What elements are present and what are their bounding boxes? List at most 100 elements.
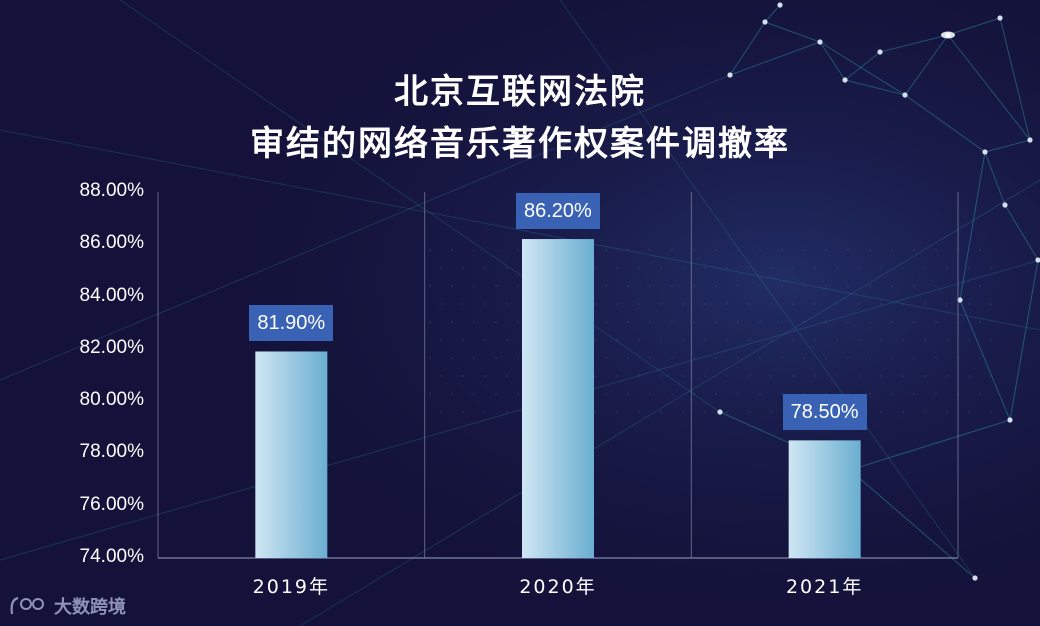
bg-dot	[451, 357, 453, 359]
bg-dot	[594, 411, 596, 413]
x-tick-label: 2019年	[252, 576, 330, 598]
bg-dot	[704, 303, 706, 305]
bg-dot	[990, 375, 992, 377]
bg-dot	[671, 357, 673, 359]
bg-dot	[693, 285, 695, 287]
bg-dot	[968, 411, 970, 413]
bg-dot	[495, 285, 497, 287]
bg-dot	[979, 393, 981, 395]
bg-dot	[594, 303, 596, 305]
network-node	[717, 409, 723, 415]
bg-dot	[869, 321, 871, 323]
bg-dot	[759, 393, 761, 395]
network-node	[1035, 257, 1040, 263]
bg-dot	[858, 375, 860, 377]
network-link	[729, 21, 766, 76]
bg-dot	[781, 285, 783, 287]
bg-dot	[803, 249, 805, 251]
bg-dot	[770, 339, 772, 341]
y-tick-label: 76.00%	[79, 493, 144, 515]
network-node	[997, 15, 1003, 21]
network-ray	[0, 129, 1040, 331]
bg-dot	[462, 411, 464, 413]
bg-dot	[968, 267, 970, 269]
bg-dot	[759, 321, 761, 323]
bg-dot	[891, 285, 893, 287]
bg-dot	[451, 393, 453, 395]
network-link	[849, 469, 976, 579]
bg-dot	[506, 375, 508, 377]
bg-dot	[946, 267, 948, 269]
bg-dot	[671, 321, 673, 323]
bg-dot	[891, 357, 893, 359]
bg-dot	[946, 303, 948, 305]
bg-dot	[660, 375, 662, 377]
bg-dot	[990, 267, 992, 269]
bg-dot	[748, 303, 750, 305]
bg-dot	[638, 339, 640, 341]
bg-dot	[935, 393, 937, 395]
bg-dot	[891, 321, 893, 323]
bg-dot	[902, 303, 904, 305]
bg-dot	[440, 375, 442, 377]
network-link	[844, 79, 906, 96]
bg-dot	[913, 249, 915, 251]
bg-dot	[902, 339, 904, 341]
bg-dot	[726, 303, 728, 305]
bg-dot	[462, 267, 464, 269]
network-link	[947, 34, 1031, 141]
bg-dot	[484, 339, 486, 341]
bg-dot	[847, 357, 849, 359]
bg-dot	[814, 375, 816, 377]
y-tick-label: 88.00%	[79, 180, 144, 201]
network-link	[1009, 259, 1039, 421]
bg-dot	[825, 357, 827, 359]
bg-dot	[759, 249, 761, 251]
y-tick-label: 86.00%	[79, 232, 144, 254]
bg-dot	[627, 249, 629, 251]
bg-dot	[880, 339, 882, 341]
bg-dot	[429, 285, 431, 287]
chart-title-line-2: 审结的网络音乐著作权案件调撤率	[250, 124, 790, 164]
bg-dot	[451, 321, 453, 323]
bg-dot	[506, 267, 508, 269]
bg-dot	[473, 321, 475, 323]
bg-dot	[616, 267, 618, 269]
network-ray	[559, 0, 976, 579]
bg-dot	[737, 393, 739, 395]
bg-dot	[605, 393, 607, 395]
bg-dot	[836, 339, 838, 341]
bg-dot	[682, 411, 684, 413]
bg-dot	[693, 321, 695, 323]
bg-dot	[484, 303, 486, 305]
bg-dot	[440, 339, 442, 341]
bg-dot	[946, 411, 948, 413]
bg-dot	[473, 249, 475, 251]
bg-dot	[858, 267, 860, 269]
bg-dot	[924, 375, 926, 377]
network-node	[902, 92, 908, 98]
bg-dot	[902, 411, 904, 413]
bg-dot	[869, 249, 871, 251]
bar-0	[255, 351, 328, 558]
bar-1	[522, 239, 594, 559]
bg-dot	[770, 267, 772, 269]
network-node	[1027, 137, 1033, 143]
bg-dot	[594, 339, 596, 341]
network-ray	[0, 259, 1040, 561]
bg-dot	[748, 267, 750, 269]
bg-dot	[605, 249, 607, 251]
bg-dot	[429, 321, 431, 323]
bg-dot	[517, 357, 519, 359]
bg-dot	[660, 339, 662, 341]
bg-dot	[495, 249, 497, 251]
bg-dot	[429, 393, 431, 395]
bg-dot	[715, 285, 717, 287]
bg-dot	[649, 321, 651, 323]
network-link	[729, 41, 821, 76]
bg-dot	[902, 375, 904, 377]
bg-dot	[968, 375, 970, 377]
bg-dot	[979, 357, 981, 359]
bg-dot	[990, 339, 992, 341]
